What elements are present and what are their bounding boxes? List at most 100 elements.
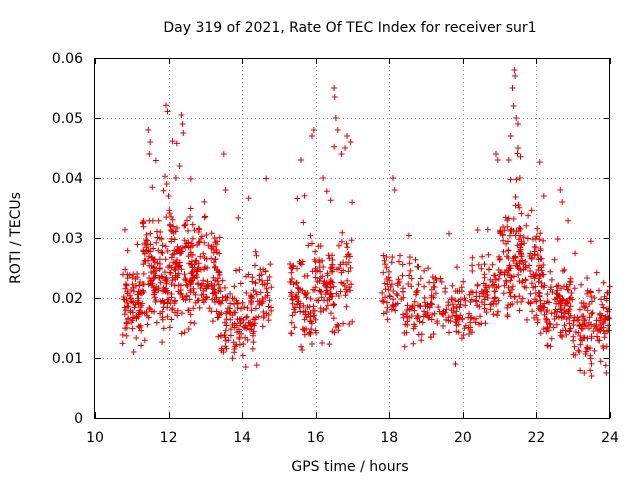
data-point <box>538 307 545 314</box>
data-point <box>505 255 512 261</box>
data-point <box>566 314 573 321</box>
data-point <box>533 298 540 305</box>
data-point <box>510 258 517 264</box>
data-point <box>201 239 208 246</box>
data-point <box>410 340 417 347</box>
data-point <box>242 364 249 370</box>
data-point <box>577 341 584 348</box>
data-point <box>485 251 492 258</box>
data-point <box>246 326 253 333</box>
data-point <box>317 268 324 275</box>
data-point <box>264 277 271 284</box>
data-point <box>402 321 409 328</box>
data-point <box>136 282 143 289</box>
chart-title: Day 319 of 2021, Rate Of TEC Index for r… <box>163 20 536 36</box>
data-point <box>595 327 601 334</box>
data-point <box>577 367 584 374</box>
data-point <box>229 295 236 302</box>
data-point <box>602 315 609 322</box>
data-point <box>558 313 565 320</box>
data-point <box>148 262 155 269</box>
data-point <box>560 268 566 274</box>
data-point <box>194 268 201 275</box>
data-point <box>527 290 534 297</box>
data-point <box>138 327 145 334</box>
data-point <box>298 157 304 163</box>
data-point <box>411 321 417 328</box>
data-points <box>119 67 613 379</box>
data-point <box>298 343 305 350</box>
data-point <box>154 260 161 266</box>
data-point <box>519 257 526 264</box>
data-point <box>146 275 153 281</box>
data-point <box>487 306 494 313</box>
data-point <box>217 288 224 295</box>
y-tick-label: 0.04 <box>52 171 83 187</box>
data-point <box>389 254 396 261</box>
x-tick-label: 10 <box>86 430 104 446</box>
data-point <box>384 299 390 306</box>
data-point <box>212 239 219 246</box>
data-point <box>167 299 174 306</box>
data-point <box>157 310 164 317</box>
data-point <box>473 297 480 304</box>
data-point <box>386 292 393 299</box>
x-tick-labels: 10 12 14 16 18 20 22 24 <box>86 430 619 446</box>
data-point <box>311 256 318 263</box>
data-point <box>197 253 204 260</box>
data-point <box>140 281 147 288</box>
data-point <box>390 302 397 309</box>
data-point <box>143 231 150 238</box>
data-point <box>554 287 561 294</box>
data-point <box>128 287 135 293</box>
data-point <box>554 236 561 243</box>
data-point <box>129 317 136 324</box>
data-point <box>564 286 571 293</box>
data-point <box>568 290 575 296</box>
data-point <box>344 244 351 251</box>
data-point <box>588 360 595 367</box>
data-point <box>543 316 549 322</box>
data-point <box>259 300 266 307</box>
data-point <box>190 305 197 312</box>
data-point <box>476 303 483 310</box>
data-point <box>262 268 269 275</box>
data-point <box>415 281 422 288</box>
data-point <box>584 307 591 314</box>
data-point <box>181 237 188 244</box>
data-point <box>147 306 154 313</box>
data-point <box>331 85 338 91</box>
data-point <box>380 269 387 276</box>
data-point <box>213 294 220 301</box>
data-point <box>175 264 182 271</box>
data-point <box>522 276 529 283</box>
data-point <box>324 302 331 309</box>
data-point <box>238 305 244 312</box>
data-point <box>390 288 397 294</box>
data-point <box>407 254 413 261</box>
data-point <box>137 309 144 316</box>
data-point <box>248 307 255 314</box>
data-point <box>127 309 134 316</box>
data-point <box>400 294 407 301</box>
data-point <box>301 331 308 338</box>
data-point <box>515 202 522 208</box>
data-point <box>515 145 521 151</box>
data-point <box>537 303 544 310</box>
data-point <box>580 303 587 310</box>
data-point <box>300 219 307 226</box>
data-point <box>599 301 606 308</box>
data-point <box>535 266 542 273</box>
data-point <box>208 308 215 315</box>
data-point <box>151 259 158 265</box>
data-point <box>328 268 335 275</box>
data-point <box>135 295 142 302</box>
data-point <box>187 311 194 318</box>
data-point <box>474 227 481 233</box>
data-point <box>168 235 175 242</box>
data-point <box>388 259 395 266</box>
data-point <box>578 281 585 288</box>
data-point <box>331 301 338 308</box>
data-point <box>555 282 562 289</box>
data-point <box>227 300 234 307</box>
